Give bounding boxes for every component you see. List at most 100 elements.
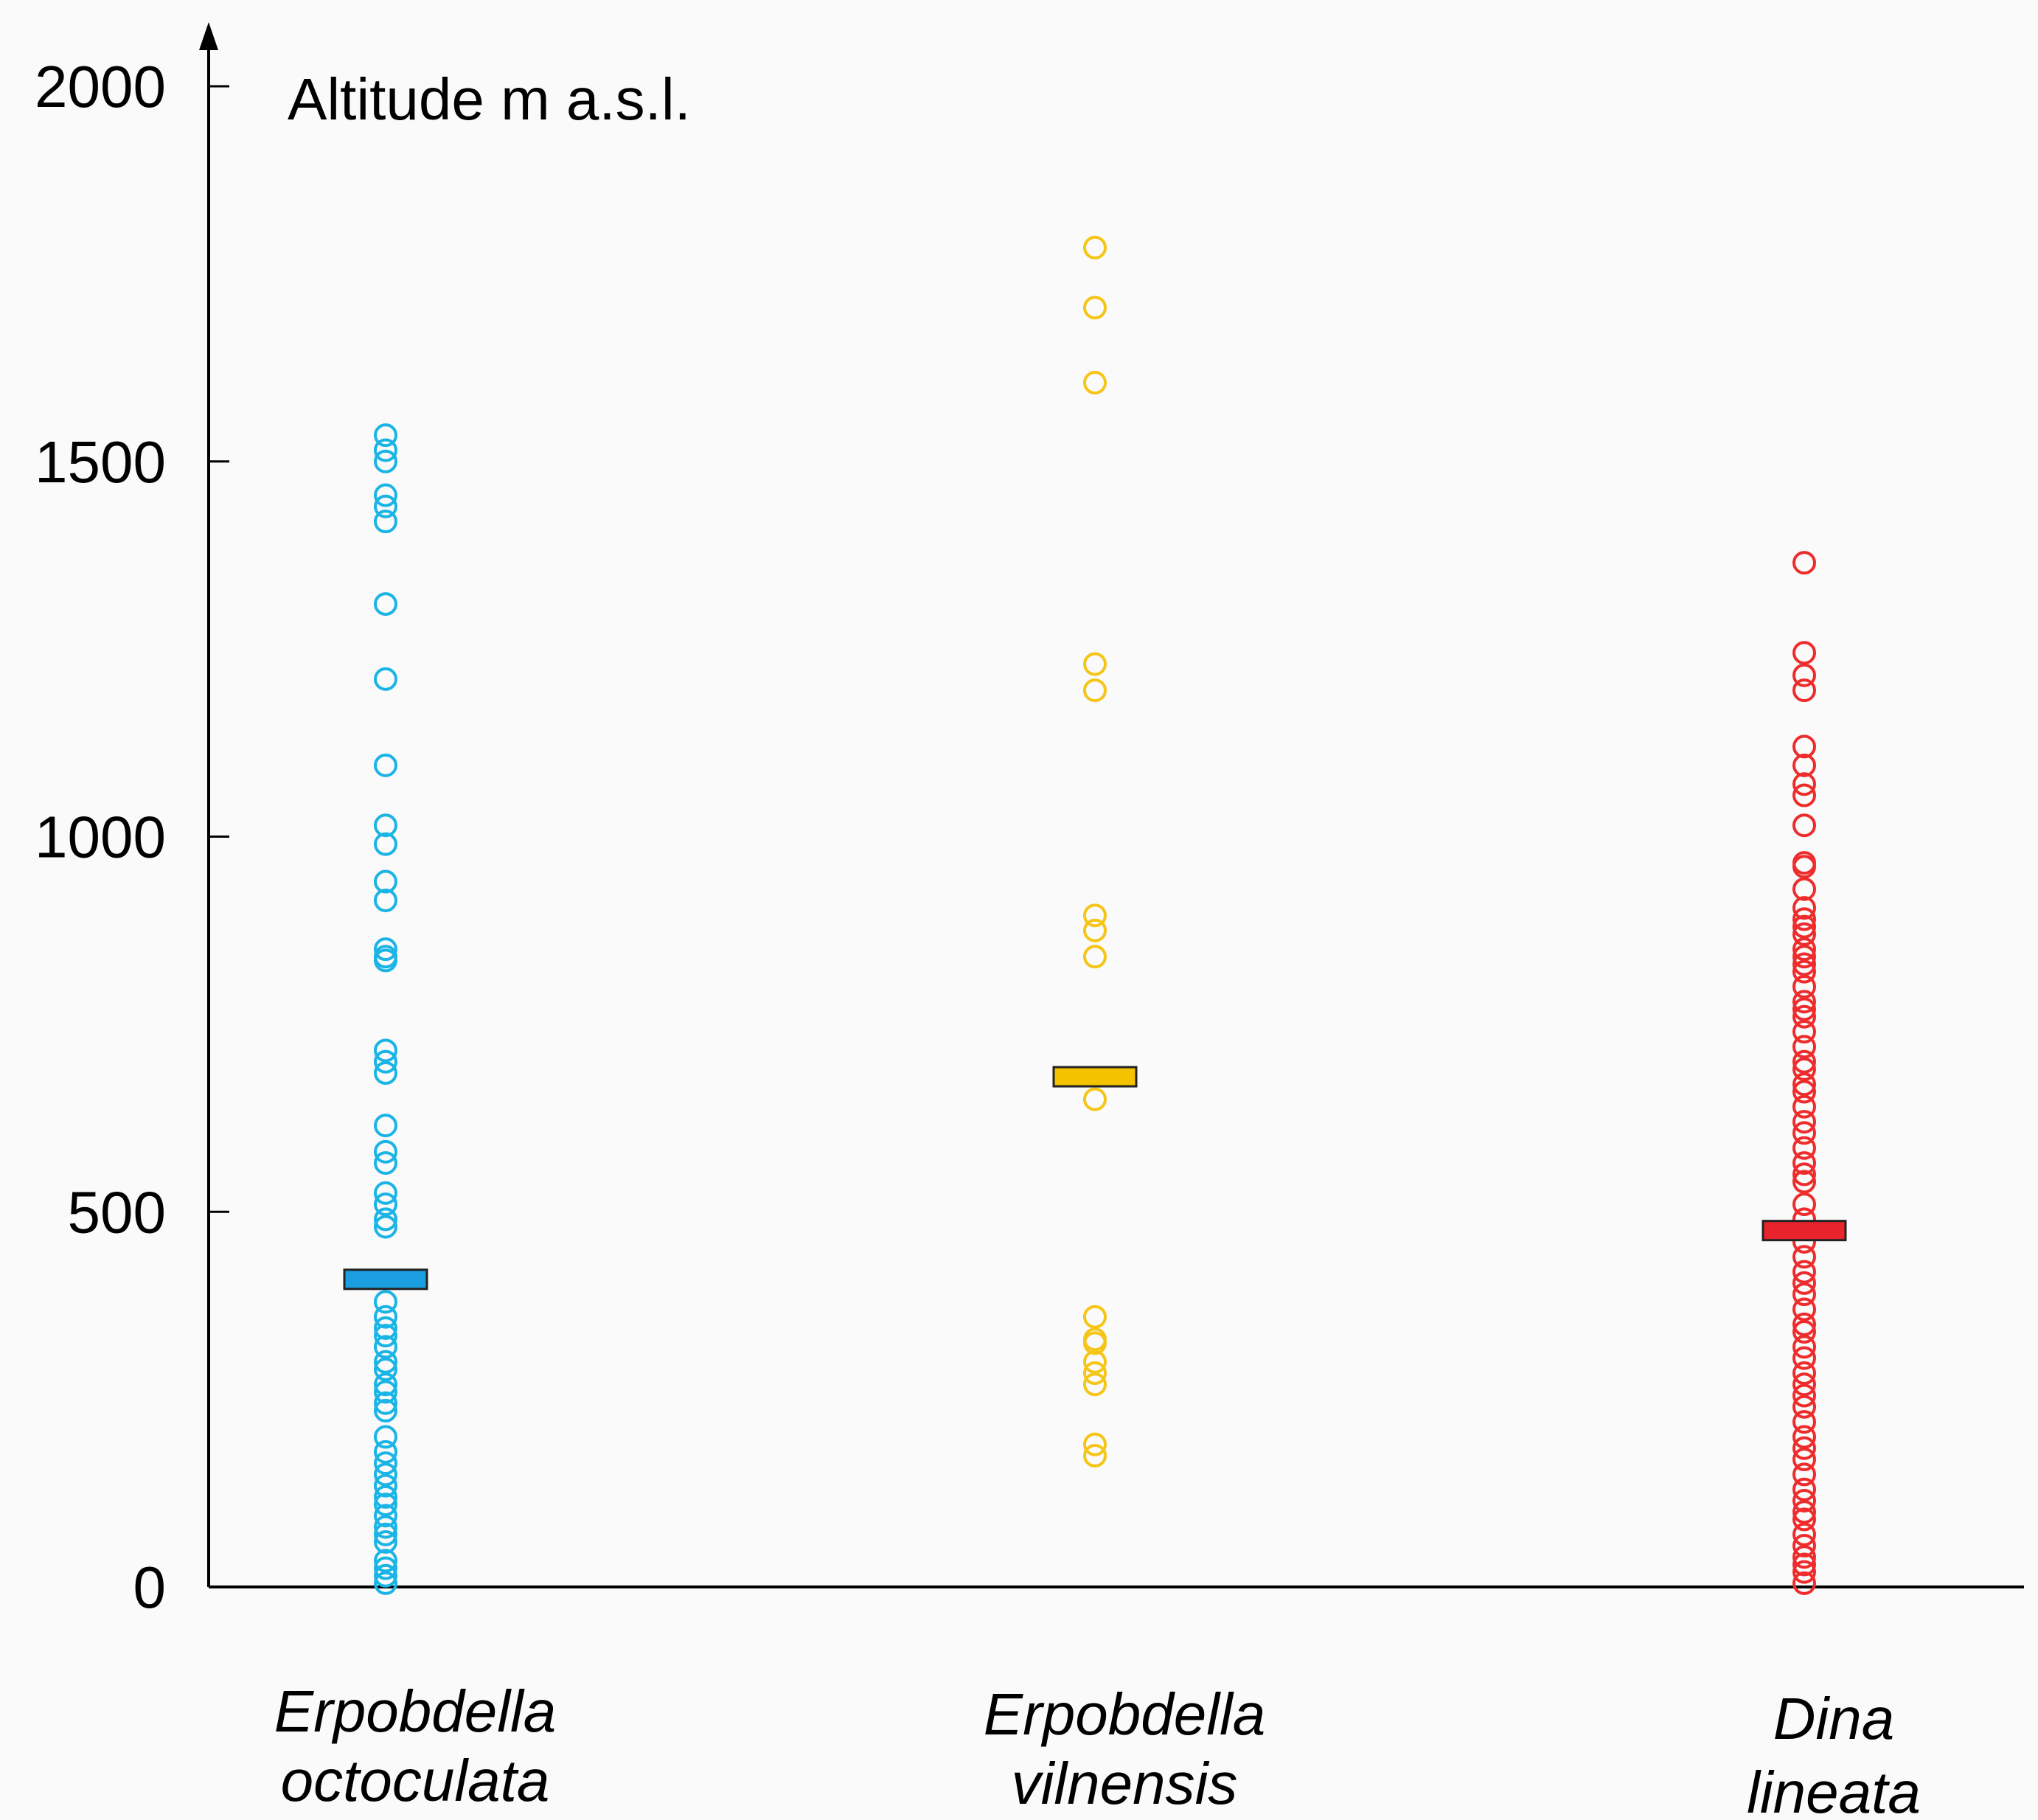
data-point xyxy=(1792,1361,1816,1386)
data-point xyxy=(374,1181,397,1205)
data-point xyxy=(374,1061,397,1086)
data-point xyxy=(1083,652,1107,676)
data-point xyxy=(1792,1004,1816,1029)
data-point xyxy=(374,494,397,518)
data-point xyxy=(374,869,397,894)
data-point xyxy=(1083,1305,1107,1329)
data-point xyxy=(1792,907,1816,931)
data-point xyxy=(374,1380,397,1404)
data-point xyxy=(374,1290,397,1314)
data-point xyxy=(374,1350,397,1374)
data-point xyxy=(1792,734,1816,759)
category-label-line1: Erpobdella xyxy=(274,1678,557,1744)
data-point xyxy=(374,1391,397,1415)
data-point xyxy=(1792,1170,1816,1194)
category-label-line1: Dina xyxy=(1773,1686,1895,1751)
data-point xyxy=(374,1556,397,1580)
data-point xyxy=(1792,1436,1816,1460)
data-point xyxy=(1792,1477,1816,1501)
data-point xyxy=(1792,1080,1816,1104)
data-point xyxy=(1083,918,1107,942)
y-tick-label: 1500 xyxy=(35,429,166,495)
data-point xyxy=(1792,914,1816,939)
data-point xyxy=(1792,1192,1816,1217)
data-point xyxy=(1792,1372,1816,1397)
data-point xyxy=(1792,1049,1816,1074)
data-point xyxy=(1792,922,1816,946)
data-point xyxy=(1792,877,1816,901)
data-point xyxy=(374,1114,397,1138)
data-point xyxy=(1792,1320,1816,1344)
data-point xyxy=(1792,1072,1816,1097)
data-point xyxy=(1792,937,1816,962)
data-point xyxy=(1792,1500,1816,1524)
data-point xyxy=(1083,1372,1107,1397)
data-point xyxy=(1792,678,1816,703)
mean-marker xyxy=(1052,1066,1138,1088)
data-point xyxy=(374,813,397,838)
data-point xyxy=(1792,1448,1816,1472)
data-point xyxy=(374,423,397,448)
category-labels: ErpobdellaoctoculataErpobdellavilnensisD… xyxy=(274,1678,1921,1820)
data-point xyxy=(1792,772,1816,796)
data-point xyxy=(1083,903,1107,928)
data-point xyxy=(374,1462,397,1487)
data-point xyxy=(1792,959,1816,984)
y-tick-label: 2000 xyxy=(35,54,166,119)
mean-marker xyxy=(343,1268,428,1291)
data-point xyxy=(374,1451,397,1476)
data-point xyxy=(374,1316,397,1340)
data-point xyxy=(1792,813,1816,838)
data-point xyxy=(1792,1534,1816,1558)
data-point xyxy=(1792,1151,1816,1175)
data-points xyxy=(374,235,1816,1595)
data-point xyxy=(1792,855,1816,879)
category-label-line2: lineata xyxy=(1747,1760,1921,1820)
data-point xyxy=(374,1207,397,1232)
data-point xyxy=(374,483,397,507)
y-axis-arrow-icon xyxy=(199,22,218,50)
data-point xyxy=(374,1372,397,1397)
y-tick-label: 0 xyxy=(133,1555,167,1620)
data-point xyxy=(374,1439,397,1464)
data-point xyxy=(374,1335,397,1359)
data-point xyxy=(1792,1282,1816,1307)
data-point xyxy=(374,449,397,473)
data-point xyxy=(1792,952,1816,976)
data-point xyxy=(1792,1410,1816,1434)
data-point xyxy=(374,1215,397,1239)
data-point xyxy=(374,1049,397,1074)
category-label-line2: vilnensis xyxy=(1012,1751,1238,1816)
data-point xyxy=(1083,1331,1107,1355)
data-point xyxy=(374,948,397,973)
data-point xyxy=(1792,1035,1816,1059)
data-point xyxy=(1792,1488,1816,1512)
data-point xyxy=(374,888,397,912)
data-point xyxy=(1083,370,1107,395)
data-point xyxy=(1083,945,1107,969)
category-label-line2: octoculata xyxy=(281,1748,550,1813)
data-point xyxy=(1792,1545,1816,1569)
data-point xyxy=(374,1324,397,1348)
data-point xyxy=(374,1151,397,1175)
data-point xyxy=(374,1515,397,1539)
data-point xyxy=(1792,1297,1816,1321)
data-point xyxy=(1792,1110,1816,1134)
data-point xyxy=(374,1305,397,1329)
data-point xyxy=(1792,1121,1816,1145)
data-point xyxy=(1792,641,1816,665)
data-point xyxy=(1083,1350,1107,1374)
data-point xyxy=(374,1549,397,1573)
data-point xyxy=(374,1571,397,1595)
data-point xyxy=(1792,990,1816,1014)
data-point xyxy=(1792,1057,1816,1081)
data-point xyxy=(1792,1394,1816,1419)
data-point xyxy=(1083,1361,1107,1386)
data-point xyxy=(1792,1335,1816,1359)
data-point xyxy=(1792,1522,1816,1546)
data-point xyxy=(1792,1571,1816,1595)
data-point xyxy=(374,1398,397,1423)
data-point xyxy=(1792,1162,1816,1187)
